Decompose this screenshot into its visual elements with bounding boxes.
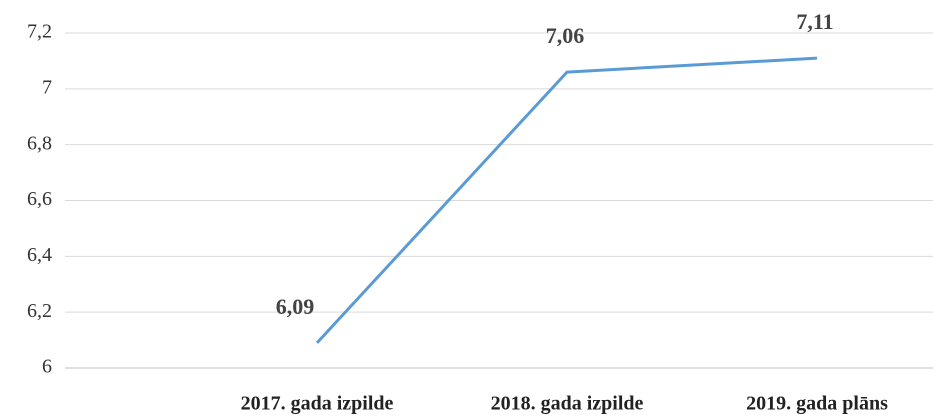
data-label: 6,09: [276, 294, 315, 319]
x-tick-label: 2018. gada izpilde: [491, 393, 644, 415]
y-tick-label: 6: [42, 356, 52, 378]
y-tick-label: 6,8: [27, 132, 52, 154]
x-tick-label: 2019. gada plāns: [746, 393, 888, 415]
y-tick-label: 6,2: [27, 300, 52, 322]
y-tick-label: 7: [42, 76, 52, 98]
data-label: 7,06: [546, 23, 585, 48]
data-label: 7,11: [796, 9, 833, 34]
y-tick-label: 6,4: [27, 244, 52, 266]
y-tick-label: 7,2: [27, 21, 52, 43]
y-tick-label: 6,6: [27, 188, 52, 210]
line: [315, 56, 818, 344]
x-tick-label: 2017. gada izpilde: [241, 393, 394, 415]
